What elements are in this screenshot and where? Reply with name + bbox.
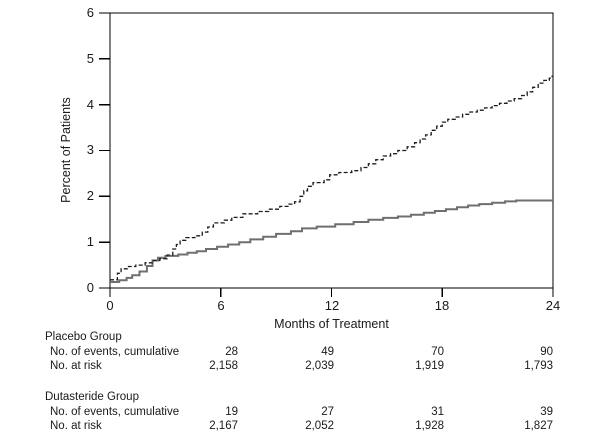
x-tick-label-12: 12: [324, 298, 340, 313]
x-tick-label-18: 18: [434, 298, 450, 313]
y-tick-label-1: 1: [86, 234, 94, 249]
dutasteride-curve: [110, 199, 553, 283]
y-tick-label-3: 3: [86, 142, 94, 157]
table-cell: 31: [431, 406, 444, 418]
table-cell: 1,793: [524, 360, 553, 372]
y-tick-label-4: 4: [86, 97, 94, 112]
y-tick-label-0: 0: [86, 280, 94, 295]
table-cell: 27: [321, 406, 334, 418]
table-row-label: No. at risk: [50, 420, 102, 432]
dutasteride-group-header: Dutasteride Group: [45, 391, 139, 403]
placebo-curve: [110, 75, 553, 281]
x-axis-label: Months of Treatment: [274, 317, 389, 331]
table-cell: 70: [431, 346, 444, 358]
table-cell: 2,039: [305, 360, 334, 372]
placebo-group-header: Placebo Group: [45, 331, 122, 343]
x-tick-marks: [109, 288, 554, 297]
y-tick-marks: [99, 12, 110, 289]
table-cell: 2,052: [305, 420, 334, 432]
table-cell: 1,928: [415, 420, 444, 432]
table-cell: 39: [540, 406, 553, 418]
table-cell: 49: [321, 346, 334, 358]
y-tick-label-2: 2: [86, 188, 94, 203]
table-cell: 28: [225, 346, 238, 358]
table-row-label: No. of events, cumulative: [50, 346, 180, 358]
table-cell: 2,167: [209, 420, 238, 432]
table-cell: 19: [225, 406, 238, 418]
table-cell: 90: [540, 346, 553, 358]
x-tick-label-0: 0: [106, 298, 114, 313]
x-tick-label-6: 6: [217, 298, 225, 313]
table-cell: 1,919: [415, 360, 444, 372]
table-row-label: No. of events, cumulative: [50, 406, 180, 418]
table-cell: 2,158: [209, 360, 238, 372]
x-tick-label-24: 24: [545, 298, 561, 313]
table-cell: 1,827: [524, 420, 553, 432]
table-row-label: No. at risk: [50, 360, 102, 372]
y-tick-label-6: 6: [86, 5, 94, 20]
y-tick-label-5: 5: [86, 51, 94, 66]
